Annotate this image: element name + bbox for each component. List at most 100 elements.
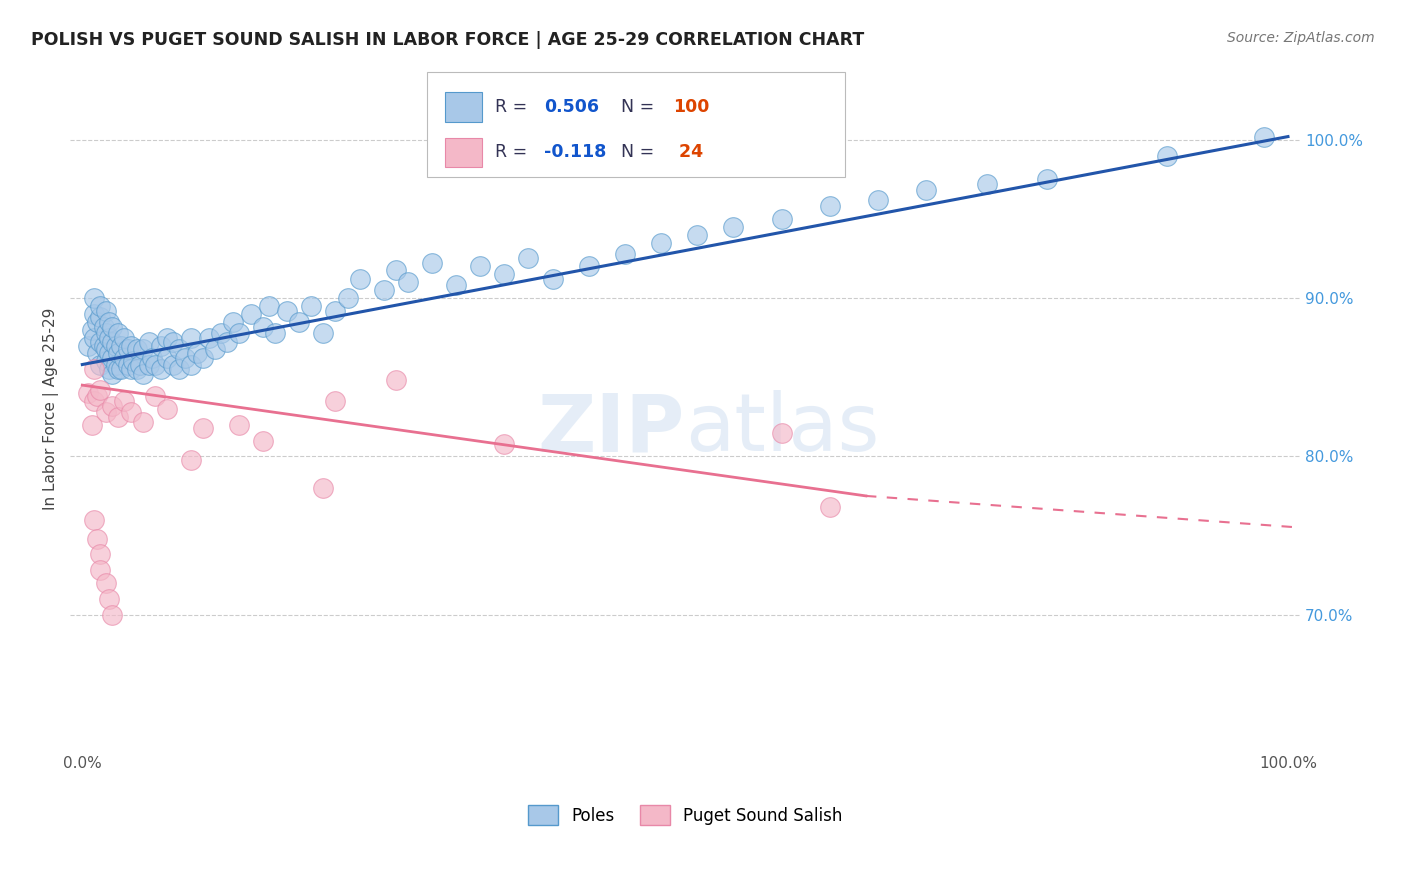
- Point: [156, 401, 179, 416]
- Point: [89, 548, 111, 562]
- Point: [222, 315, 245, 329]
- Point: [167, 362, 190, 376]
- Point: [204, 342, 226, 356]
- Point: [770, 425, 793, 440]
- Point: [101, 351, 124, 366]
- Point: [129, 358, 152, 372]
- Point: [613, 246, 636, 260]
- Point: [89, 358, 111, 372]
- Point: [89, 563, 111, 577]
- Point: [138, 335, 160, 350]
- Point: [86, 532, 108, 546]
- Point: [77, 338, 100, 352]
- Point: [114, 351, 136, 366]
- Point: [1036, 172, 1059, 186]
- Point: [494, 268, 516, 282]
- Text: ZIP: ZIP: [538, 391, 685, 468]
- Point: [257, 299, 280, 313]
- Point: [915, 183, 938, 197]
- Point: [83, 513, 105, 527]
- Point: [191, 421, 214, 435]
- Point: [336, 291, 359, 305]
- Point: [396, 275, 419, 289]
- Point: [156, 351, 179, 366]
- Point: [723, 219, 745, 234]
- Point: [97, 330, 120, 344]
- Point: [101, 367, 124, 381]
- Point: [120, 405, 142, 419]
- Point: [107, 409, 129, 424]
- Point: [83, 362, 105, 376]
- Point: [240, 307, 263, 321]
- Point: [101, 319, 124, 334]
- Point: [97, 362, 120, 376]
- Point: [373, 283, 395, 297]
- Point: [228, 417, 250, 432]
- Point: [325, 303, 347, 318]
- Point: [156, 330, 179, 344]
- Point: [517, 252, 540, 266]
- Point: [114, 330, 136, 344]
- Point: [86, 315, 108, 329]
- Point: [105, 338, 128, 352]
- Point: [276, 303, 298, 318]
- Point: [252, 434, 274, 448]
- Point: [131, 415, 153, 429]
- Point: [818, 199, 841, 213]
- Point: [198, 330, 221, 344]
- Point: [107, 346, 129, 360]
- Y-axis label: In Labor Force | Age 25-29: In Labor Force | Age 25-29: [44, 308, 59, 510]
- Point: [180, 330, 202, 344]
- Point: [215, 335, 238, 350]
- Point: [83, 291, 105, 305]
- Text: R =: R =: [495, 98, 533, 116]
- Point: [162, 358, 184, 372]
- Text: POLISH VS PUGET SOUND SALISH IN LABOR FORCE | AGE 25-29 CORRELATION CHART: POLISH VS PUGET SOUND SALISH IN LABOR FO…: [31, 31, 865, 49]
- Point: [143, 389, 166, 403]
- Point: [107, 326, 129, 340]
- Point: [80, 417, 103, 432]
- Point: [110, 362, 132, 376]
- Point: [86, 346, 108, 360]
- Point: [173, 351, 195, 366]
- Point: [444, 278, 467, 293]
- Point: [97, 591, 120, 606]
- Point: [125, 342, 148, 356]
- Point: [83, 307, 105, 321]
- Point: [89, 335, 111, 350]
- Legend: Poles, Puget Sound Salish: Poles, Puget Sound Salish: [522, 798, 849, 832]
- Point: [122, 354, 145, 368]
- Point: [120, 362, 142, 376]
- Point: [976, 177, 998, 191]
- Point: [149, 362, 172, 376]
- Point: [107, 362, 129, 376]
- Point: [299, 299, 322, 313]
- Point: [312, 481, 335, 495]
- Text: -0.118: -0.118: [544, 144, 606, 161]
- Point: [252, 319, 274, 334]
- FancyBboxPatch shape: [427, 72, 845, 178]
- Point: [167, 342, 190, 356]
- Point: [384, 373, 406, 387]
- Point: [105, 358, 128, 372]
- Point: [101, 335, 124, 350]
- Point: [141, 351, 163, 366]
- Text: 24: 24: [673, 144, 703, 161]
- Point: [83, 393, 105, 408]
- Point: [96, 576, 118, 591]
- Point: [120, 338, 142, 352]
- Point: [264, 326, 287, 340]
- Point: [96, 354, 118, 368]
- Point: [101, 607, 124, 622]
- Point: [349, 272, 371, 286]
- Point: [93, 319, 115, 334]
- Point: [209, 326, 232, 340]
- Point: [96, 303, 118, 318]
- Text: N =: N =: [621, 144, 659, 161]
- Point: [228, 326, 250, 340]
- Point: [131, 342, 153, 356]
- Point: [93, 338, 115, 352]
- Point: [110, 338, 132, 352]
- Point: [541, 272, 564, 286]
- Point: [86, 389, 108, 403]
